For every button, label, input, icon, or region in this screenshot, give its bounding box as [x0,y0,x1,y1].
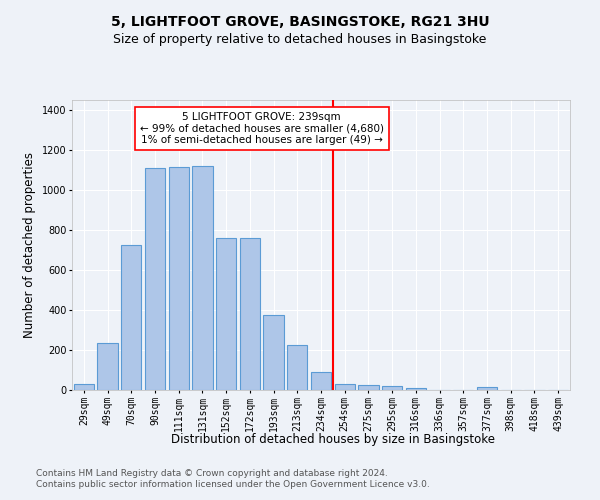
Bar [74,384,94,390]
Bar [169,167,189,390]
Y-axis label: Number of detached properties: Number of detached properties [23,152,36,338]
Bar [382,386,402,390]
Text: Contains public sector information licensed under the Open Government Licence v3: Contains public sector information licen… [36,480,430,489]
Bar [477,387,497,390]
Bar [263,315,284,390]
Text: 5, LIGHTFOOT GROVE, BASINGSTOKE, RG21 3HU: 5, LIGHTFOOT GROVE, BASINGSTOKE, RG21 3H… [110,15,490,29]
Bar [240,238,260,390]
Bar [216,238,236,390]
Bar [311,372,331,390]
Bar [97,343,118,390]
Bar [193,166,212,390]
Bar [145,168,165,390]
Text: 5 LIGHTFOOT GROVE: 239sqm
← 99% of detached houses are smaller (4,680)
1% of sem: 5 LIGHTFOOT GROVE: 239sqm ← 99% of detac… [140,112,384,145]
Bar [358,385,379,390]
Bar [406,388,426,390]
Bar [335,384,355,390]
Text: Size of property relative to detached houses in Basingstoke: Size of property relative to detached ho… [113,32,487,46]
Bar [121,245,142,390]
Text: Distribution of detached houses by size in Basingstoke: Distribution of detached houses by size … [171,432,495,446]
Bar [287,345,307,390]
Text: Contains HM Land Registry data © Crown copyright and database right 2024.: Contains HM Land Registry data © Crown c… [36,468,388,477]
